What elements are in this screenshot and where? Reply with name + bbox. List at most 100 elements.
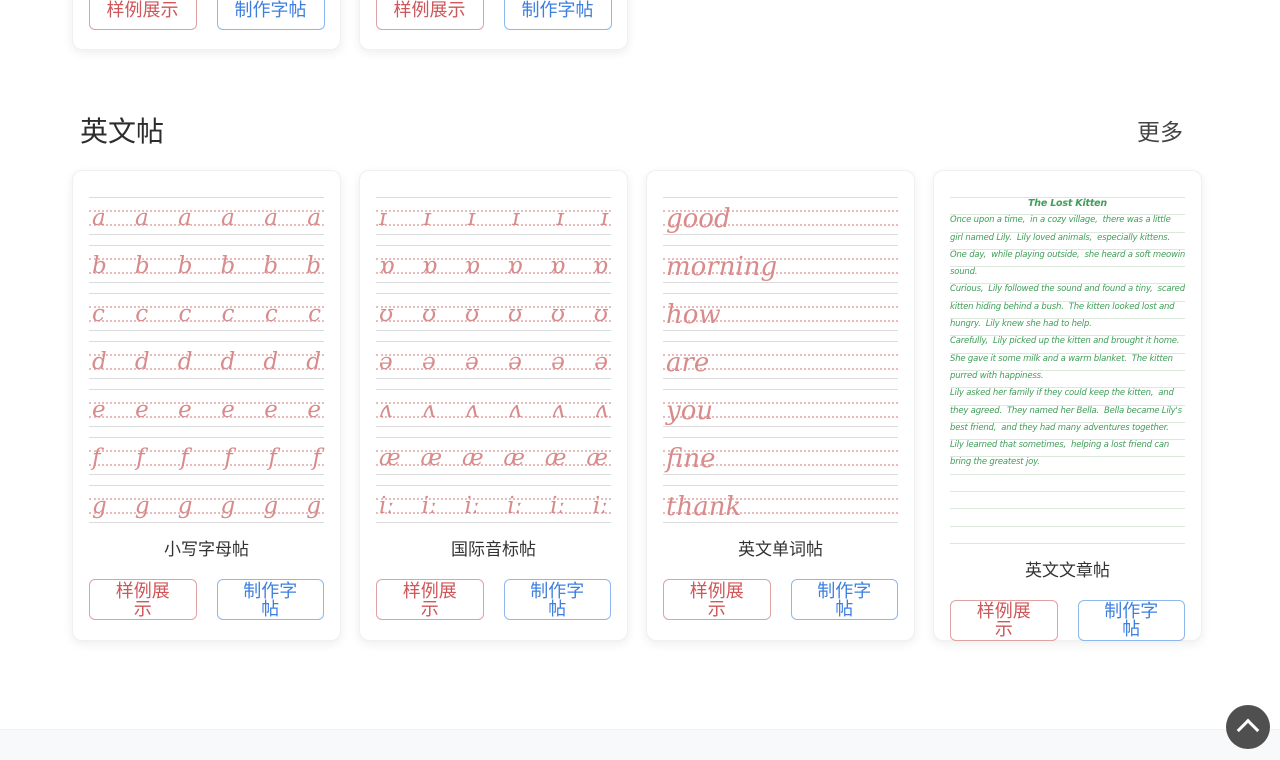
- practice-letter: b: [220, 253, 236, 279]
- practice-letter: æ: [461, 445, 484, 471]
- article-empty-line: [950, 509, 1185, 527]
- make-copybook-button[interactable]: 制作字帖: [216, 0, 325, 30]
- copybook-card: ɪ ɪ ɪ ɪ ɪ ɪ ɒ ɒ ɒ ɒ ɒ ɒ ʊ ʊ ʊ ʊ ʊ ʊ ə ə ə ə ə ə ʌ ʌ ʌ ʌ ʌ ʌ æ æ æ æ æ æ iː iː…: [359, 170, 628, 641]
- practice-letter: ɪ: [600, 205, 608, 231]
- guide-line-dotted: [376, 224, 611, 226]
- practice-letter: æ: [503, 445, 526, 471]
- sample-show-button[interactable]: 样例展示: [89, 579, 197, 620]
- article-empty-line: [950, 492, 1185, 510]
- practice-letter: b: [177, 253, 193, 279]
- sample-show-button[interactable]: 样例展示: [663, 579, 771, 620]
- practice-row: thank: [663, 485, 898, 523]
- article-line: hungry. Lily knew she had to help.: [950, 319, 1185, 337]
- practice-letter: ə: [465, 349, 479, 375]
- guide-line-dotted: [376, 258, 611, 260]
- make-copybook-button[interactable]: 制作字帖: [216, 579, 324, 620]
- more-link[interactable]: 更多: [1137, 119, 1183, 145]
- practice-letter: a: [307, 205, 321, 231]
- practice-letter: e: [135, 397, 149, 423]
- practice-letter: æ: [586, 445, 608, 471]
- guide-line-dotted: [89, 368, 324, 370]
- article-line: purred with happiness.: [950, 371, 1185, 389]
- make-copybook-button[interactable]: 制作字帖: [790, 579, 898, 620]
- guide-line-dotted: [89, 416, 324, 418]
- make-copybook-button[interactable]: 制作字帖: [503, 579, 611, 620]
- article-line: sound.: [950, 267, 1185, 285]
- make-copybook-button[interactable]: 制作字帖: [1077, 599, 1185, 641]
- guide-line-dotted: [89, 402, 324, 404]
- practice-letter: b: [92, 253, 107, 279]
- practice-letter: d: [92, 349, 107, 375]
- guide-line-dotted: [89, 450, 324, 452]
- sample-show-button[interactable]: 样例展示: [950, 599, 1058, 641]
- practice-letter: e: [178, 397, 192, 423]
- practice-letter: a: [221, 205, 235, 231]
- guide-line-dotted: [376, 464, 611, 466]
- practice-letter: c: [308, 301, 321, 327]
- practice-row: are: [663, 341, 898, 379]
- practice-sheet: ɪ ɪ ɪ ɪ ɪ ɪ ɒ ɒ ɒ ɒ ɒ ɒ ʊ ʊ ʊ ʊ ʊ ʊ ə ə ə ə ə ə ʌ ʌ ʌ ʌ ʌ ʌ æ æ æ æ æ æ iː iː…: [376, 197, 611, 523]
- guide-line-dotted: [376, 306, 611, 308]
- article-line: kitten hiding behind a bush. The kitten …: [950, 302, 1185, 320]
- practice-letter: a: [92, 205, 106, 231]
- practice-letter: f: [92, 445, 101, 471]
- practice-letter: ʊ: [421, 301, 437, 327]
- guide-line-dotted: [89, 210, 324, 212]
- practice-letter: ɒ: [592, 253, 608, 279]
- back-to-top-button[interactable]: [1226, 705, 1270, 749]
- make-copybook-button[interactable]: 制作字帖: [503, 0, 612, 30]
- practice-letter: ɒ: [421, 253, 438, 279]
- guide-line-dotted: [89, 258, 324, 260]
- practice-letter: ɪ: [467, 205, 476, 231]
- practice-letter: g: [263, 493, 279, 519]
- practice-letter: ɪ: [379, 205, 387, 231]
- guide-line-dotted: [663, 450, 898, 452]
- card-title: 国际音标帖: [451, 540, 536, 559]
- practice-letter: æ: [544, 445, 567, 471]
- guide-line-dotted: [663, 464, 898, 466]
- sample-show-button[interactable]: 样例展示: [88, 0, 197, 30]
- practice-letter: ʌ: [551, 397, 565, 423]
- card-actions: 样例展示 制作字帖: [663, 579, 898, 620]
- article-line: Lily learned that sometimes, helping a l…: [950, 440, 1185, 458]
- practice-letter: d: [177, 349, 193, 375]
- practice-letter: b: [134, 253, 150, 279]
- guide-line-dotted: [663, 416, 898, 418]
- practice-row: morning: [663, 245, 898, 283]
- practice-letter: ə: [422, 349, 436, 375]
- practice-letter: iː: [550, 493, 566, 519]
- sample-show-button[interactable]: 样例展示: [376, 579, 484, 620]
- practice-letter: ʌ: [508, 397, 522, 423]
- copybook-card: good morning how are you fine thank 英文单词帖 样例展示 制作…: [646, 170, 915, 641]
- guide-line-dotted: [663, 306, 898, 308]
- guide-line-dotted: [376, 402, 611, 404]
- practice-letter: iː: [421, 493, 437, 519]
- guide-line-dotted: [376, 416, 611, 418]
- guide-line-dotted: [376, 450, 611, 452]
- practice-word: you: [666, 396, 714, 426]
- practice-letter: iː: [379, 493, 395, 519]
- practice-letter: ə: [508, 349, 522, 375]
- practice-letter: iː: [507, 493, 523, 519]
- practice-sheet: good morning how are you fine thank: [663, 197, 898, 523]
- practice-row: you: [663, 389, 898, 427]
- practice-letter: a: [178, 205, 192, 231]
- guide-line-dotted: [663, 210, 898, 212]
- article-line: Once upon a time, in a cozy village, the…: [950, 215, 1185, 233]
- practice-word: fine: [666, 444, 716, 474]
- sample-show-button[interactable]: 样例展示: [375, 0, 484, 30]
